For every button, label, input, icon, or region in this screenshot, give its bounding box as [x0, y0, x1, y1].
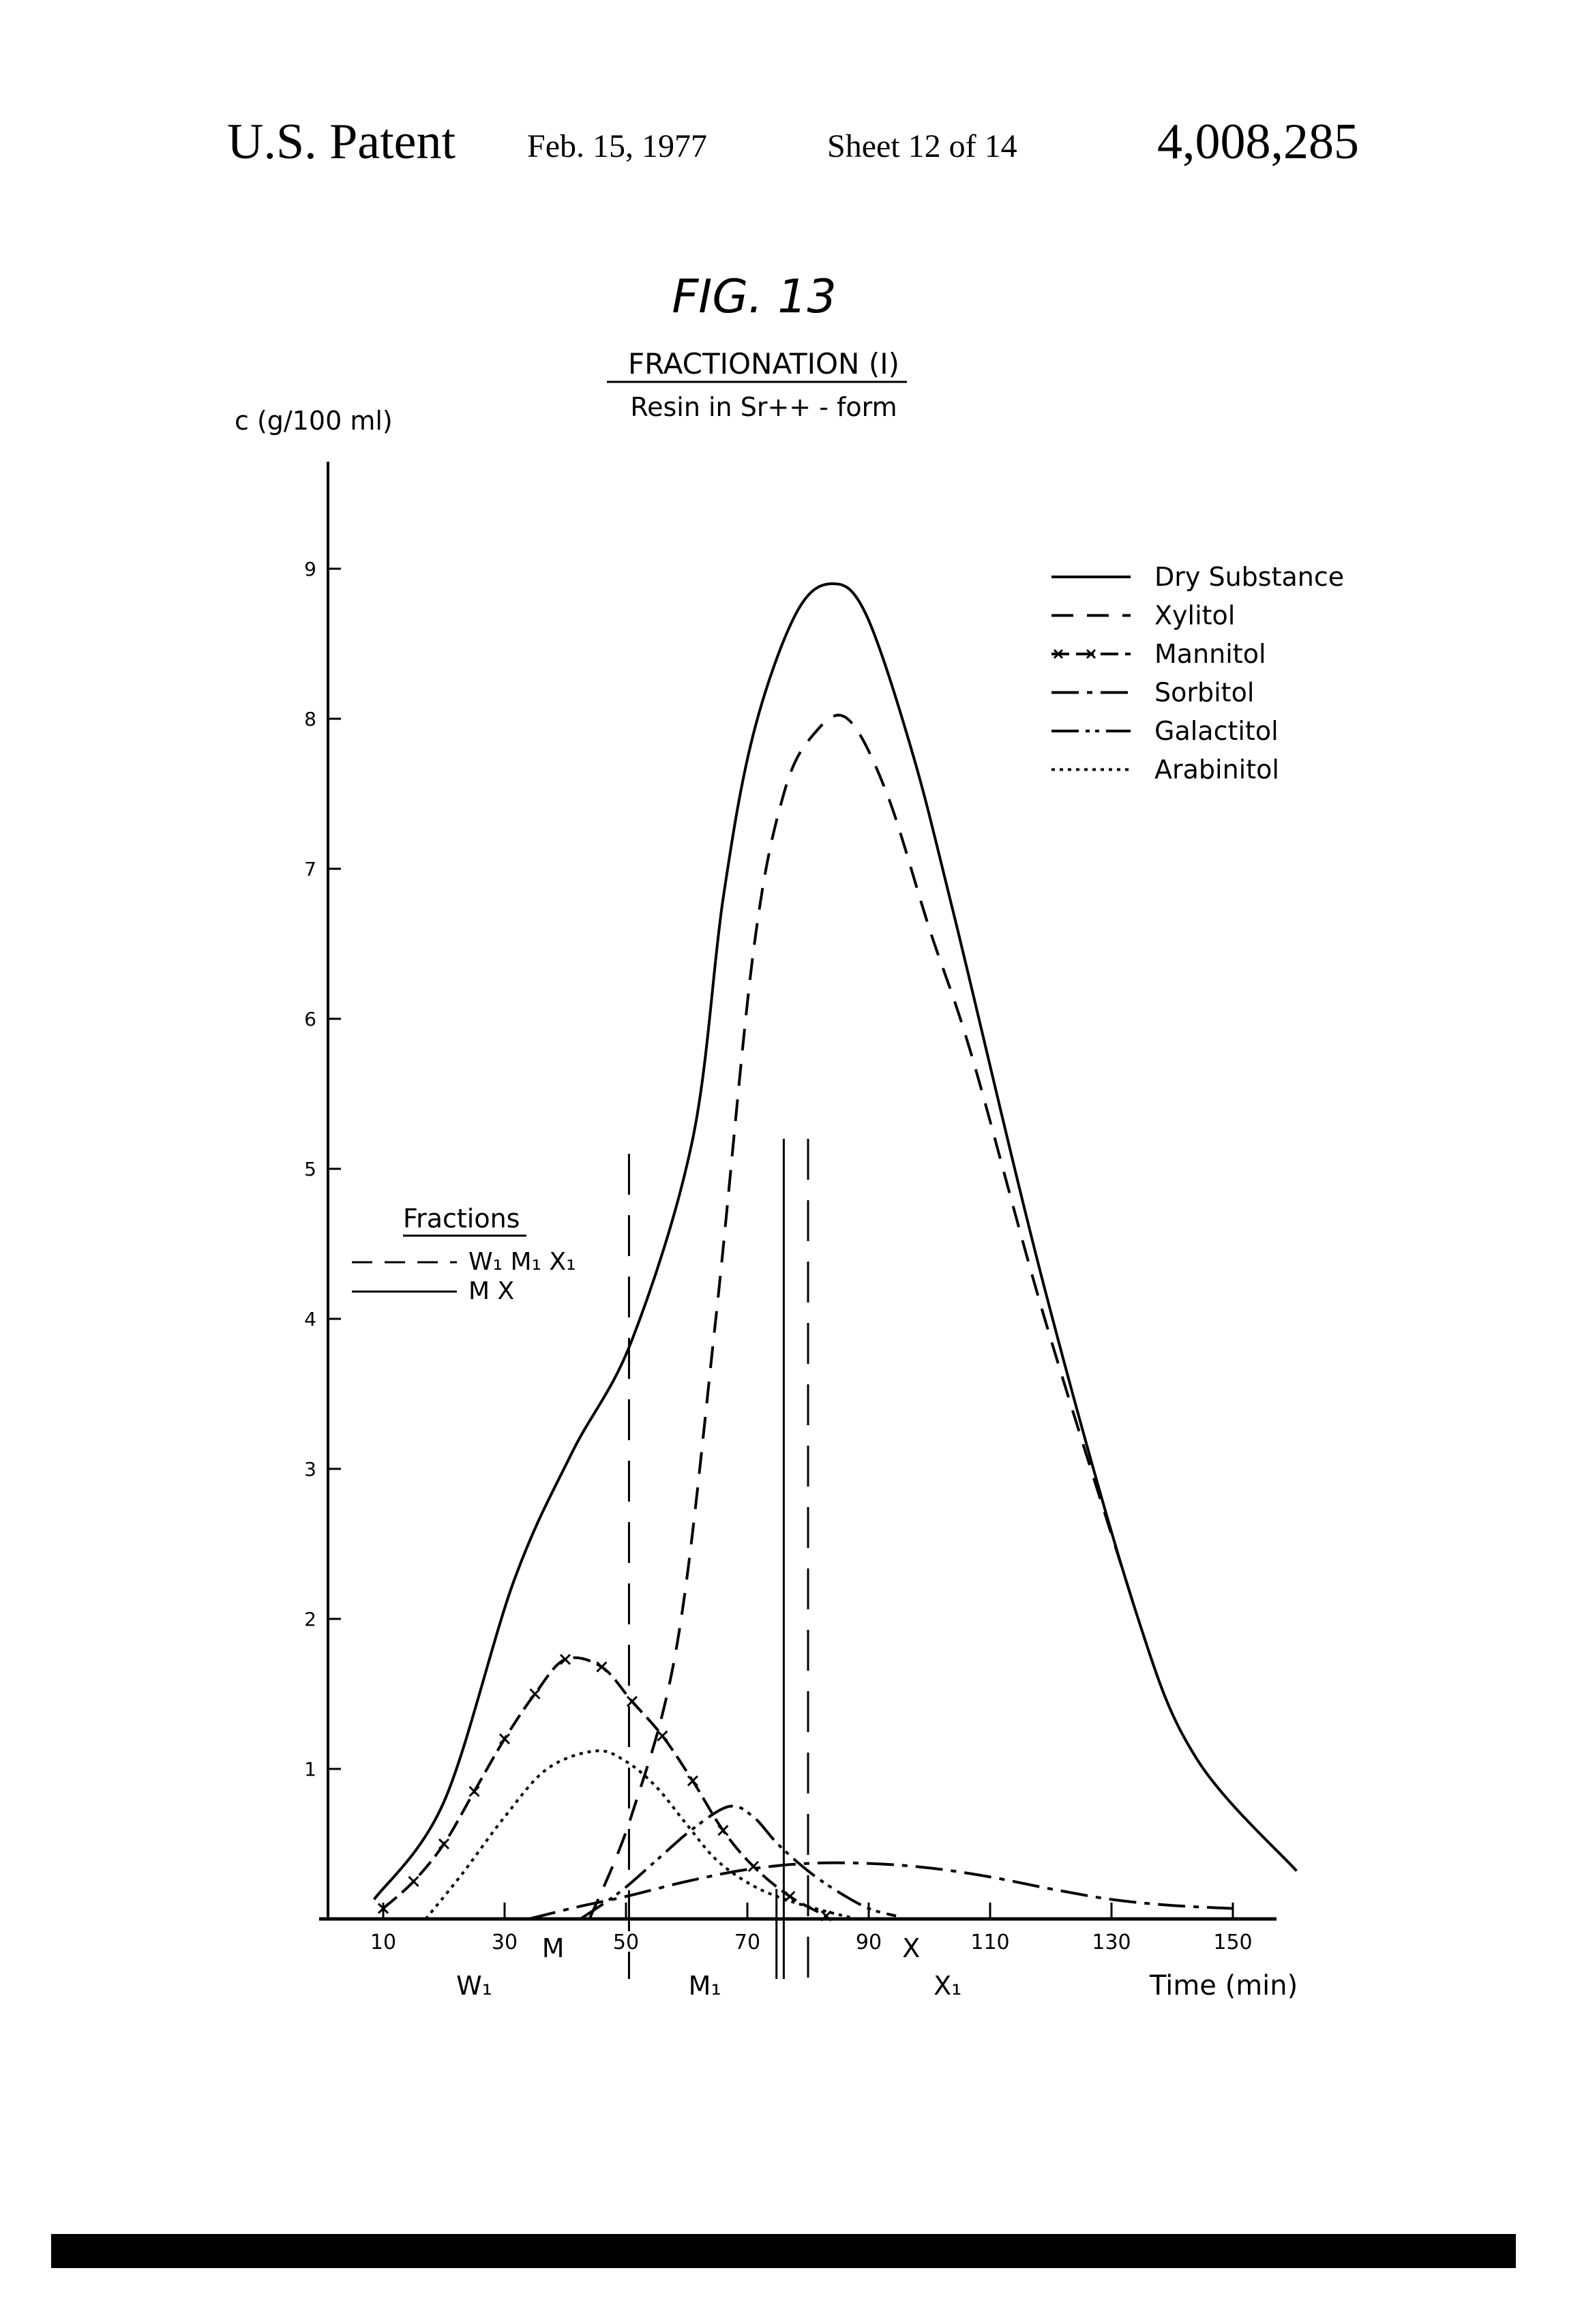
- y-tick-label: 1: [304, 1758, 316, 1781]
- mannitol-marker: [627, 1697, 637, 1706]
- x-tick-label: 110: [970, 1931, 1009, 1954]
- x-tick-label: 10: [370, 1931, 396, 1954]
- patent-date: Feb. 15, 1977: [527, 128, 707, 164]
- patent-sheet: U.S. Patent Feb. 15, 1977 Sheet 12 of 14…: [0, 0, 1582, 2324]
- bottom-bar: [51, 2234, 1516, 2268]
- legend-label-sorbitol: Sorbitol: [1154, 678, 1254, 708]
- figure-label: FIG. 13: [672, 270, 837, 324]
- mannitol-marker: [409, 1877, 419, 1886]
- legend-label-galactitol: Galactitol: [1154, 716, 1279, 746]
- y-axis-label: c (g/100 ml): [235, 406, 393, 436]
- legend-label-mannitol: Mannitol: [1154, 639, 1266, 669]
- x-tick-label: 70: [734, 1931, 760, 1954]
- fractions-legend-title: Fractions: [403, 1204, 520, 1234]
- x-tick-label: 150: [1213, 1931, 1252, 1954]
- x-tick-label: 130: [1092, 1931, 1131, 1954]
- legend-label-dry-substance: Dry Substance: [1154, 562, 1344, 592]
- mannitol-marker: [500, 1734, 509, 1744]
- legend-label-arabinitol: Arabinitol: [1154, 755, 1279, 785]
- mannitol-marker: [439, 1839, 449, 1849]
- mannitol-marker: [597, 1662, 606, 1671]
- mannitol-marker: [688, 1776, 698, 1786]
- series-line-xylitol: [590, 715, 1136, 1919]
- y-tick-label: 6: [304, 1008, 316, 1030]
- chart-subtitle: Resin in Sr++ - form: [630, 392, 897, 422]
- fraction-label: X₁: [934, 1971, 961, 2001]
- sheet-number: Sheet 12 of 14: [827, 128, 1017, 164]
- fraction-cuts: [629, 1139, 808, 1979]
- series-line-galactitol: [580, 1806, 896, 1919]
- fraction-label: W₁: [456, 1971, 492, 2001]
- patent-number: 4,008,285: [1157, 114, 1359, 170]
- fraction-label: M: [542, 1933, 565, 1963]
- legend-label-xylitol: Xylitol: [1154, 601, 1235, 631]
- y-tick-label: 9: [304, 558, 316, 580]
- y-tick-label: 4: [304, 1308, 316, 1330]
- mannitol-marker: [470, 1787, 479, 1796]
- x-tick-label: 30: [492, 1931, 518, 1954]
- x-tick-label: 50: [613, 1931, 639, 1954]
- x-axis-label: Time (min): [1149, 1970, 1298, 2001]
- mannitol-marker: [749, 1862, 758, 1871]
- legend: Dry Substance Xylitol Mannitol Sorbitol Gala…: [1051, 562, 1344, 785]
- x-tick-label: 90: [856, 1931, 882, 1954]
- fractions-legend: Fractions W₁ M₁ X₁ M X: [352, 1204, 576, 1305]
- mannitol-marker: [718, 1826, 728, 1835]
- y-tick-label: 7: [304, 858, 316, 880]
- fractions-dashed-label: W₁ M₁ X₁: [468, 1248, 576, 1276]
- fractions-solid-label: M X: [468, 1277, 514, 1305]
- y-tick-label: 5: [304, 1158, 316, 1180]
- patent-label: U.S. Patent: [227, 114, 456, 170]
- mannitol-marker: [531, 1689, 540, 1699]
- y-tick-label: 2: [304, 1608, 316, 1630]
- fraction-label: M₁: [689, 1971, 721, 2001]
- y-tick-label: 8: [304, 708, 316, 730]
- mannitol-marker: [657, 1731, 667, 1741]
- series-line-sorbitol: [529, 1863, 1233, 1919]
- fraction-label: X: [902, 1933, 920, 1963]
- y-tick-label: 3: [304, 1458, 316, 1480]
- mannitol-marker: [561, 1654, 570, 1664]
- chart-title: FRACTIONATION (I): [628, 347, 899, 381]
